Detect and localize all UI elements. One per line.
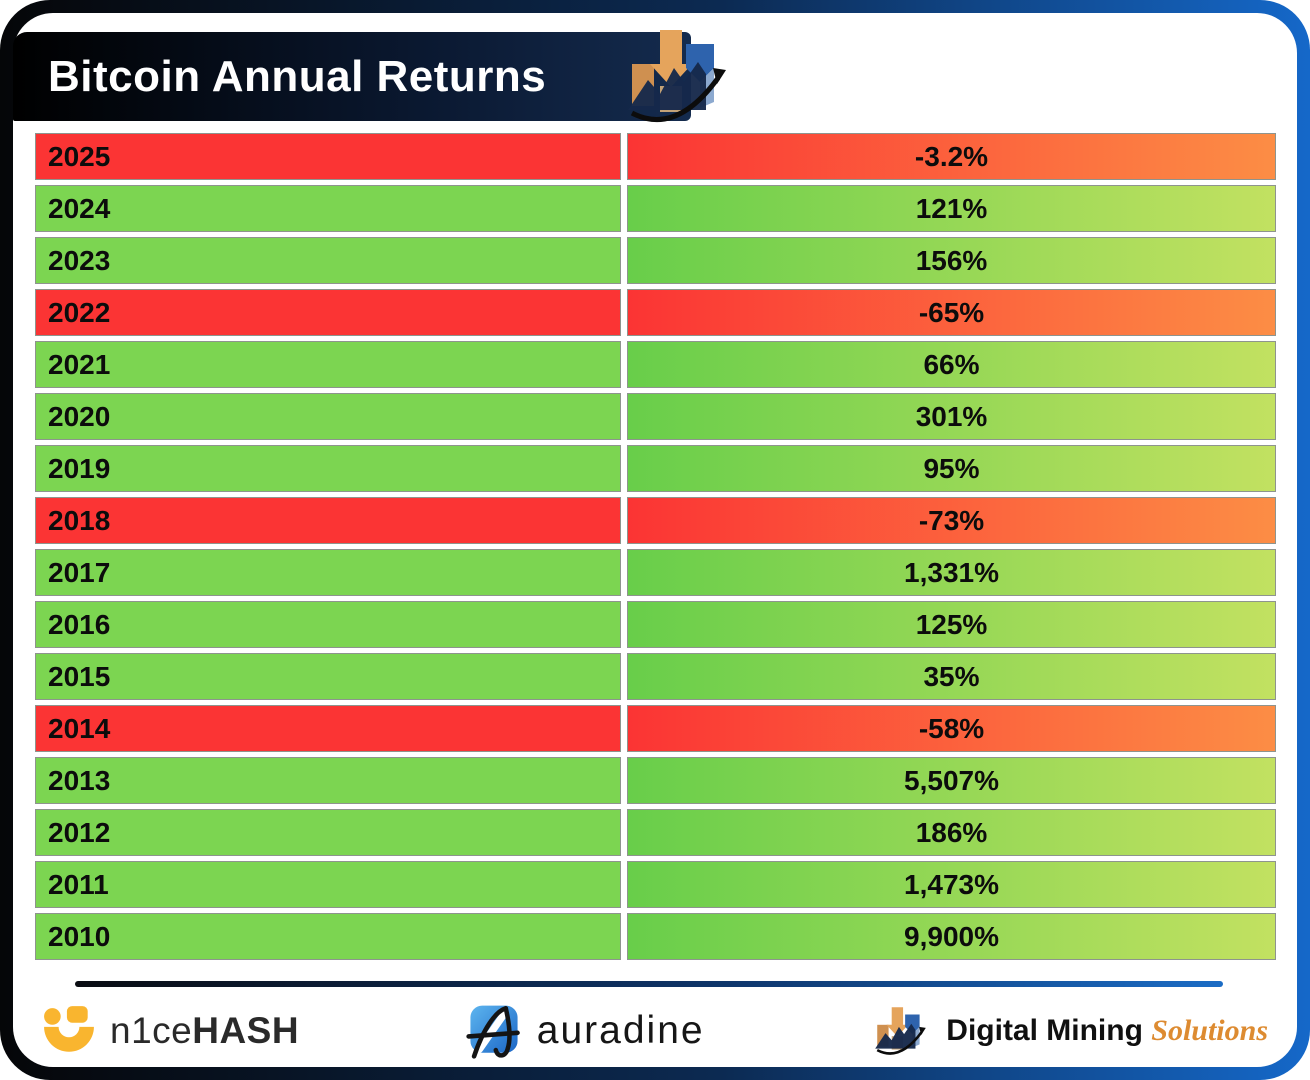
bar-chart-arrow-icon xyxy=(870,1004,932,1058)
year-cell: 2022 xyxy=(35,289,621,336)
table-row: 2021 66% xyxy=(35,341,1276,388)
return-value-cell: 301% xyxy=(627,393,1276,440)
table-row: 2017 1,331% xyxy=(35,549,1276,596)
digital-mining-part2: Solutions xyxy=(1151,1014,1268,1047)
table-row: 2022 -65% xyxy=(35,289,1276,336)
table-row: 2014 -58% xyxy=(35,705,1276,752)
return-value-cell: 1,331% xyxy=(627,549,1276,596)
return-value-cell: -3.2% xyxy=(627,133,1276,180)
footer: n1ceHASH auradine Digital Mining Solutio… xyxy=(42,998,1268,1064)
auradine-wordmark: auradine xyxy=(536,1009,705,1052)
return-value-cell: 121% xyxy=(627,185,1276,232)
table-row: 2016 125% xyxy=(35,601,1276,648)
year-cell: 2015 xyxy=(35,653,621,700)
year-cell: 2023 xyxy=(35,237,621,284)
table-row: 2025 -3.2% xyxy=(35,133,1276,180)
return-value-cell: 1,473% xyxy=(627,861,1276,908)
return-value-cell: -58% xyxy=(627,705,1276,752)
table-row: 2019 95% xyxy=(35,445,1276,492)
table-row: 2011 1,473% xyxy=(35,861,1276,908)
nicehash-part2: HASH xyxy=(192,1010,300,1051)
annual-returns-table: 2025 -3.2% 2024 121% 2023 156% 2022 -65%… xyxy=(35,133,1276,960)
page-title: Bitcoin Annual Returns xyxy=(48,51,547,101)
nicehash-smile-icon xyxy=(42,1004,96,1058)
auradine-a-icon xyxy=(465,1002,523,1060)
auradine-logo: auradine xyxy=(465,1002,705,1060)
year-cell: 2024 xyxy=(35,185,621,232)
nicehash-logo: n1ceHASH xyxy=(42,1004,299,1058)
year-cell: 2020 xyxy=(35,393,621,440)
header-bar: Bitcoin Annual Returns xyxy=(13,32,691,121)
year-cell: 2010 xyxy=(35,913,621,960)
table-row: 2018 -73% xyxy=(35,497,1276,544)
digital-mining-solutions-logo: Digital Mining Solutions xyxy=(870,1004,1268,1058)
table-row: 2013 5,507% xyxy=(35,757,1276,804)
year-cell: 2025 xyxy=(35,133,621,180)
return-value-cell: 5,507% xyxy=(627,757,1276,804)
year-cell: 2021 xyxy=(35,341,621,388)
bar-chart-arrow-logo-icon xyxy=(618,26,738,126)
table-row: 2015 35% xyxy=(35,653,1276,700)
return-value-cell: 186% xyxy=(627,809,1276,856)
year-cell: 2014 xyxy=(35,705,621,752)
return-value-cell: -73% xyxy=(627,497,1276,544)
table-row: 2020 301% xyxy=(35,393,1276,440)
table-row: 2012 186% xyxy=(35,809,1276,856)
digital-mining-part1: Digital Mining xyxy=(946,1014,1143,1047)
year-cell: 2019 xyxy=(35,445,621,492)
return-value-cell: 95% xyxy=(627,445,1276,492)
return-value-cell: 9,900% xyxy=(627,913,1276,960)
footer-divider xyxy=(75,981,1223,987)
return-value-cell: -65% xyxy=(627,289,1276,336)
table-row: 2023 156% xyxy=(35,237,1276,284)
return-value-cell: 66% xyxy=(627,341,1276,388)
return-value-cell: 35% xyxy=(627,653,1276,700)
return-value-cell: 156% xyxy=(627,237,1276,284)
year-cell: 2013 xyxy=(35,757,621,804)
table-row: 2010 9,900% xyxy=(35,913,1276,960)
return-value-cell: 125% xyxy=(627,601,1276,648)
table-row: 2024 121% xyxy=(35,185,1276,232)
year-cell: 2018 xyxy=(35,497,621,544)
year-cell: 2016 xyxy=(35,601,621,648)
year-cell: 2017 xyxy=(35,549,621,596)
year-cell: 2011 xyxy=(35,861,621,908)
digital-mining-wordmark: Digital Mining Solutions xyxy=(946,1014,1268,1048)
year-cell: 2012 xyxy=(35,809,621,856)
nicehash-wordmark: n1ceHASH xyxy=(110,1010,299,1052)
nicehash-part1: n1ce xyxy=(110,1010,193,1051)
